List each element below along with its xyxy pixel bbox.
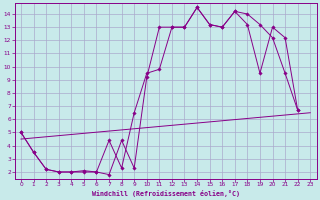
X-axis label: Windchill (Refroidissement éolien,°C): Windchill (Refroidissement éolien,°C) bbox=[92, 190, 240, 197]
